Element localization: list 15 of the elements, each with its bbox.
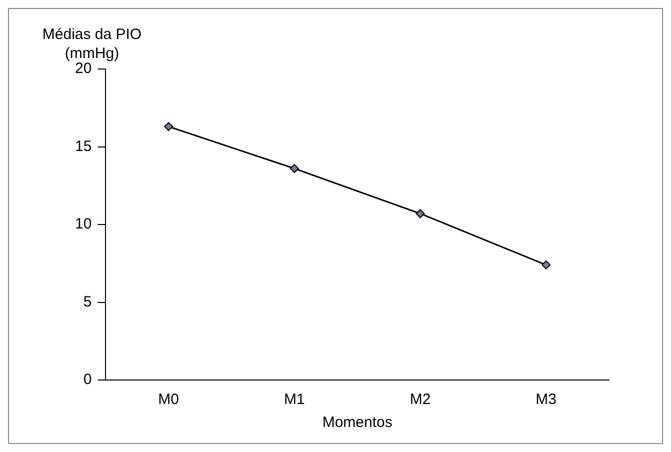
y-tick-label: 0 (83, 371, 92, 388)
point (164, 122, 174, 132)
y-axis-title: Médias da PIO (mmHg) (41, 25, 143, 62)
x-axis-title: Momentos (322, 414, 392, 432)
point (416, 209, 425, 218)
point (542, 260, 551, 270)
point (290, 164, 299, 174)
x-tick-label: M0 (158, 391, 180, 408)
y-tick-label: 20 (74, 60, 92, 78)
y-tick-label: 10 (74, 216, 92, 233)
x-tick-label: M2 (410, 391, 431, 408)
x-tick-label: M1 (284, 391, 305, 408)
y-tick-label: 15 (74, 138, 92, 155)
y-tick-label: 5 (83, 293, 92, 310)
x-tick-label: M3 (536, 391, 557, 408)
